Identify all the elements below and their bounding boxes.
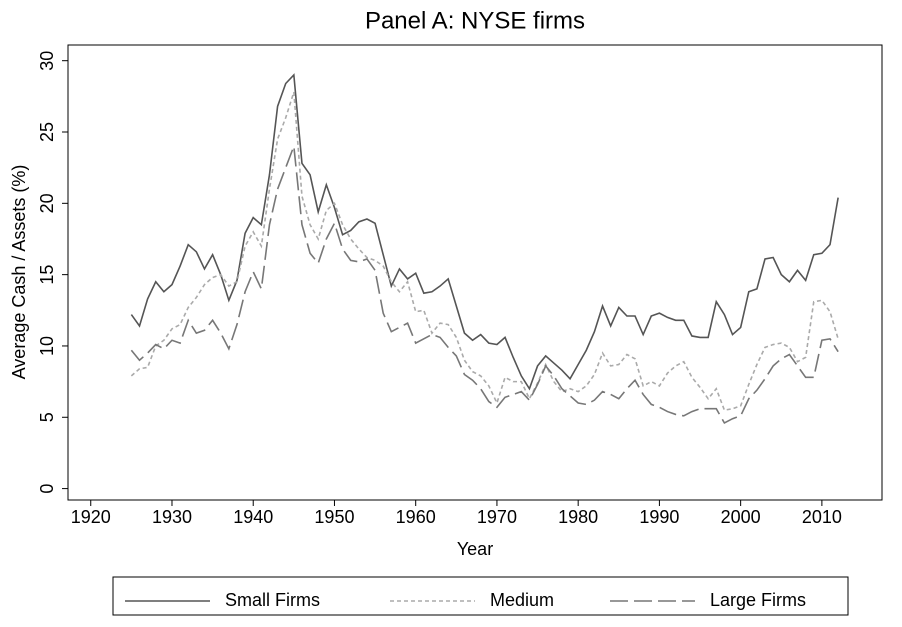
y-tick-label: 25 [37,122,57,142]
x-tick-label: 1980 [558,507,598,527]
legend-label: Large Firms [710,590,806,610]
y-tick-label: 15 [37,265,57,285]
series-line [130,73,839,391]
legend-box [112,576,849,616]
x-tick-label: 1990 [639,507,679,527]
x-tick-label: 1950 [314,507,354,527]
chart-title: Panel A: NYSE firms [365,7,585,34]
x-axis-label: Year [457,539,493,559]
legend-label: Small Firms [225,590,320,610]
x-tick-label: 2010 [802,507,842,527]
y-tick-label: 30 [37,51,57,71]
x-tick-label: 1920 [71,507,111,527]
x-tick-label: 1930 [152,507,192,527]
series-line [130,91,839,412]
y-axis-label: Average Cash / Assets (%) [9,165,29,380]
series-line [130,145,839,425]
y-tick-label: 5 [37,412,57,422]
legend-label: Medium [490,590,554,610]
x-tick-label: 2000 [721,507,761,527]
y-tick-label: 0 [37,484,57,494]
y-tick-label: 10 [37,336,57,356]
x-tick-label: 1970 [477,507,517,527]
x-tick-label: 1940 [233,507,273,527]
y-tick-label: 20 [37,193,57,213]
plot-frame [67,44,883,501]
x-tick-label: 1960 [396,507,436,527]
